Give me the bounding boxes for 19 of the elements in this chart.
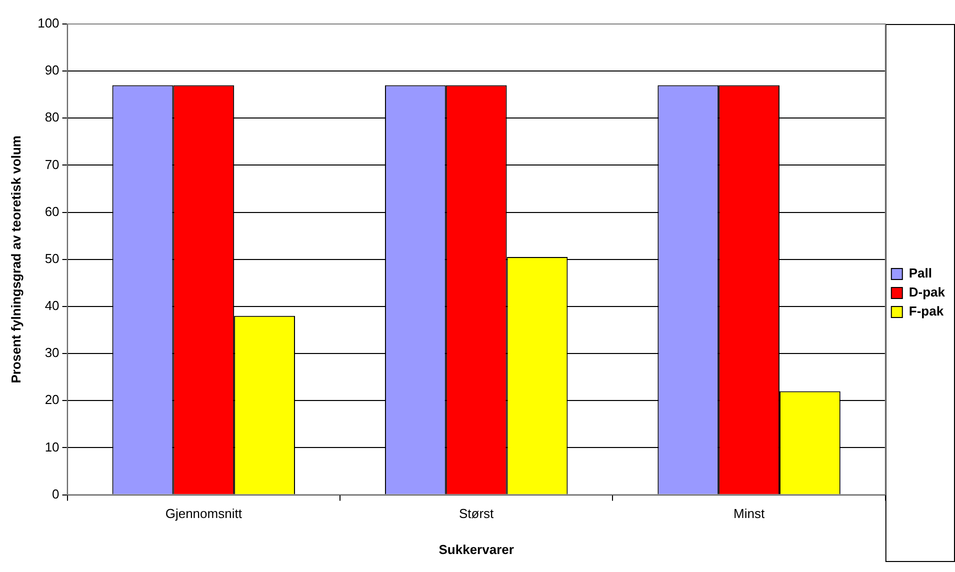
y-tick-label: 40 xyxy=(44,298,60,314)
legend-label: F-pak xyxy=(908,304,944,319)
x-axis-title: Sukkervarer xyxy=(438,542,514,557)
legend-label: Pall xyxy=(908,266,932,281)
x-tick-label: Minst xyxy=(734,506,765,522)
y-tick-label: 50 xyxy=(44,250,60,266)
y-tick-label: 60 xyxy=(44,204,60,219)
y-tick-label: 0 xyxy=(52,486,60,502)
y-tick-label: 90 xyxy=(44,62,60,78)
legend-label: D-pak xyxy=(908,284,946,300)
y-tick-label: 30 xyxy=(44,345,60,360)
y-tick-label: 20 xyxy=(44,392,60,408)
y-tick-label: 100 xyxy=(38,16,60,31)
y-tick-label: 70 xyxy=(44,156,60,172)
x-tick-label: Størst xyxy=(459,506,494,522)
y-tick-label: 10 xyxy=(44,439,60,454)
x-tick-label: Gjennomsnitt xyxy=(165,506,242,522)
y-axis-title: Prosent fylningsgrad av teoretisk volum xyxy=(8,136,24,384)
y-tick-label: 80 xyxy=(44,110,60,125)
